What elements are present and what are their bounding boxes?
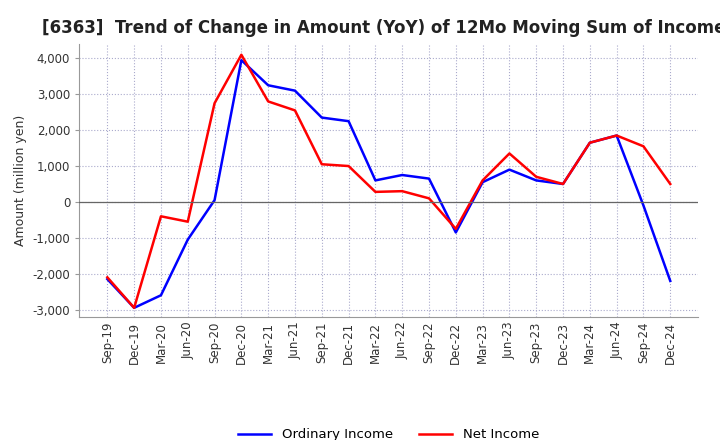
Ordinary Income: [639, 203, 648, 208]
Ordinary Income: [425, 176, 433, 181]
Net Income: [344, 163, 353, 169]
Ordinary Income: [184, 237, 192, 242]
Net Income: [264, 99, 272, 104]
Net Income: [130, 305, 138, 311]
Net Income: [585, 140, 594, 145]
Line: Ordinary Income: Ordinary Income: [107, 60, 670, 308]
Net Income: [371, 189, 379, 194]
Net Income: [478, 178, 487, 183]
Ordinary Income: [210, 198, 219, 203]
Ordinary Income: [451, 230, 460, 235]
Y-axis label: Amount (million yen): Amount (million yen): [14, 115, 27, 246]
Net Income: [184, 219, 192, 224]
Net Income: [210, 101, 219, 106]
Title: [6363]  Trend of Change in Amount (YoY) of 12Mo Moving Sum of Incomes: [6363] Trend of Change in Amount (YoY) o…: [42, 19, 720, 37]
Ordinary Income: [612, 133, 621, 138]
Ordinary Income: [264, 83, 272, 88]
Ordinary Income: [559, 181, 567, 187]
Net Income: [666, 181, 675, 187]
Net Income: [398, 188, 407, 194]
Net Income: [425, 196, 433, 201]
Net Income: [291, 108, 300, 113]
Net Income: [318, 161, 326, 167]
Ordinary Income: [237, 58, 246, 63]
Ordinary Income: [666, 278, 675, 283]
Net Income: [237, 52, 246, 57]
Net Income: [559, 181, 567, 187]
Net Income: [157, 214, 166, 219]
Line: Net Income: Net Income: [107, 55, 670, 308]
Ordinary Income: [532, 178, 541, 183]
Ordinary Income: [130, 305, 138, 311]
Ordinary Income: [157, 293, 166, 298]
Ordinary Income: [344, 118, 353, 124]
Net Income: [451, 226, 460, 231]
Ordinary Income: [505, 167, 514, 172]
Net Income: [505, 151, 514, 156]
Ordinary Income: [318, 115, 326, 120]
Net Income: [103, 275, 112, 280]
Ordinary Income: [478, 180, 487, 185]
Net Income: [639, 143, 648, 149]
Ordinary Income: [291, 88, 300, 93]
Net Income: [532, 174, 541, 180]
Ordinary Income: [103, 276, 112, 282]
Ordinary Income: [585, 140, 594, 145]
Net Income: [612, 133, 621, 138]
Ordinary Income: [398, 172, 407, 178]
Legend: Ordinary Income, Net Income: Ordinary Income, Net Income: [233, 423, 544, 440]
Ordinary Income: [371, 178, 379, 183]
